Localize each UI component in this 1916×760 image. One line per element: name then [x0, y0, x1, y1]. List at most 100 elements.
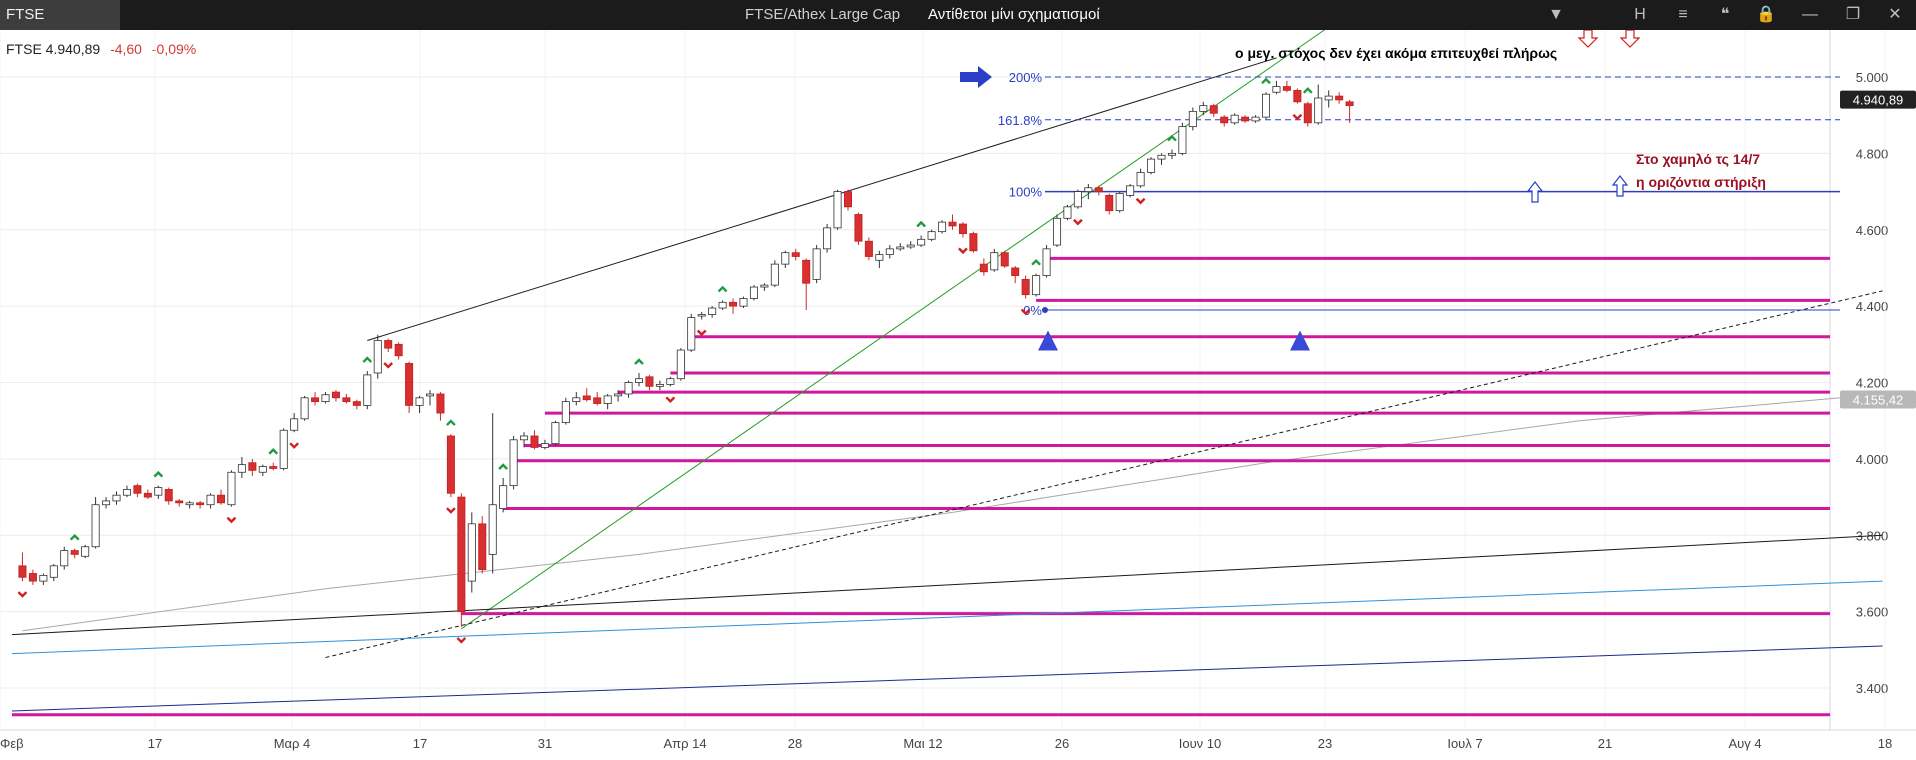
candle-body — [1073, 191, 1082, 208]
quote-change: -4,60 — [110, 41, 142, 57]
candle-body — [530, 435, 539, 448]
candle-body — [384, 340, 393, 349]
low-marker-triangle — [1290, 330, 1310, 351]
price-axis-label-text: 4.940,89 — [1853, 93, 1904, 108]
candle-body — [373, 340, 382, 374]
candle-body — [446, 435, 455, 494]
candle-body — [206, 494, 215, 506]
candle-body — [237, 464, 246, 473]
trendline — [11, 580, 1883, 655]
lock-icon[interactable]: 🔒 — [1756, 6, 1776, 23]
x-tick-label: 23 — [1318, 736, 1332, 751]
candle-body — [1209, 105, 1218, 114]
y-tick-label: 4.400 — [1856, 299, 1889, 314]
restore-window-icon[interactable]: ❐ — [1845, 6, 1861, 23]
price-axis-label-text: 4.155,42 — [1853, 393, 1904, 408]
candle-body — [1241, 116, 1250, 122]
x-tick-label: Ιουλ 7 — [1447, 736, 1482, 751]
chart-title: Αντίθετοι μίνι σχηματισμοί — [928, 6, 1100, 23]
fibonacci-level-label: 200% — [1009, 70, 1043, 85]
candle-body — [415, 397, 424, 406]
swing-high-chevron — [153, 470, 164, 478]
swing-low-chevron — [456, 637, 467, 644]
low-marker-triangle — [1038, 330, 1058, 351]
candle-body — [18, 565, 27, 578]
swing-low-chevron — [665, 396, 676, 404]
candle-body — [49, 565, 58, 578]
minimize-icon[interactable]: — — [1802, 6, 1818, 23]
x-tick-label: Μαρ 4 — [274, 736, 311, 751]
candle-body — [81, 546, 90, 557]
candle-body — [864, 240, 873, 257]
candle-body — [425, 393, 434, 397]
swing-low-chevron — [446, 507, 456, 514]
candle-body — [749, 286, 758, 299]
candle-body — [279, 429, 288, 469]
price-chart[interactable]: 3.4003.6003.8004.0004.2004.4004.6004.800… — [0, 30, 1916, 760]
top-toolbar: FTSE FTSE/Athex Large Cap Αντίθετοι μίνι… — [0, 0, 1916, 30]
candle-body — [635, 378, 644, 383]
candle-body — [363, 374, 372, 406]
close-icon[interactable]: ✕ — [1888, 6, 1902, 23]
candle-body — [112, 494, 121, 502]
candle-body — [436, 393, 445, 414]
candle-body — [499, 485, 508, 509]
candle-body — [352, 401, 361, 406]
candle-body — [844, 191, 853, 208]
swing-high-chevron — [717, 285, 728, 293]
x-tick-label: 18 — [1878, 736, 1892, 751]
candle-body — [39, 574, 48, 582]
swing-low-chevron — [17, 591, 28, 598]
candle-body — [1053, 217, 1062, 246]
candle-body — [812, 248, 821, 280]
dropdown-caret-icon[interactable]: ▼ — [1548, 6, 1564, 23]
swing-low-chevron — [1135, 197, 1146, 205]
candle-body — [1147, 158, 1156, 173]
price-axis-label-box — [1840, 390, 1916, 409]
candle-body — [248, 462, 257, 471]
candle-body — [938, 221, 947, 233]
y-tick-label: 3.600 — [1856, 605, 1889, 620]
swing-low-chevron — [1292, 113, 1303, 121]
candle-body — [833, 191, 842, 229]
candle-body — [185, 502, 194, 506]
candle-body — [948, 221, 957, 227]
x-tick-label: 28 — [788, 736, 802, 751]
swing-high-chevron — [362, 356, 373, 363]
swing-low-chevron — [1073, 218, 1083, 226]
lines-menu-icon[interactable]: ≡ — [1678, 6, 1688, 23]
candle-body — [708, 307, 717, 315]
candle-body — [791, 252, 800, 257]
comment-quote-icon[interactable]: ❝ — [1720, 6, 1730, 23]
x-tick-label: Αυγ 4 — [1728, 736, 1761, 751]
h-letter-icon[interactable]: H — [1634, 6, 1646, 23]
swing-high-chevron — [69, 533, 80, 541]
warning-down-arrow-icon — [1619, 30, 1641, 48]
candle-body — [1251, 116, 1260, 122]
candle-body — [739, 298, 748, 307]
trendline — [11, 534, 1883, 636]
candle-body — [1167, 152, 1176, 156]
swing-high-chevron — [446, 419, 456, 426]
candle-body — [802, 259, 811, 284]
candle-body — [1303, 103, 1312, 124]
candle-body — [196, 502, 205, 506]
candle-body — [311, 397, 320, 403]
symbol-field[interactable]: FTSE — [0, 0, 120, 30]
candle-body — [342, 397, 351, 403]
candle-body — [1021, 279, 1030, 296]
instrument-name: FTSE/Athex Large Cap — [745, 6, 901, 23]
support-up-arrow-icon — [1611, 175, 1629, 197]
candle-body — [331, 391, 340, 399]
swing-high-chevron — [1302, 87, 1313, 94]
trendline — [325, 290, 1883, 658]
candle-body — [885, 248, 894, 255]
candle-body — [823, 227, 832, 250]
candle-body — [258, 466, 267, 473]
swing-low-chevron — [226, 516, 237, 524]
candle-body — [1345, 101, 1354, 107]
trendline — [367, 57, 1277, 341]
candle-body — [321, 394, 330, 403]
candle-body — [1293, 89, 1302, 103]
candle-body — [290, 418, 299, 431]
